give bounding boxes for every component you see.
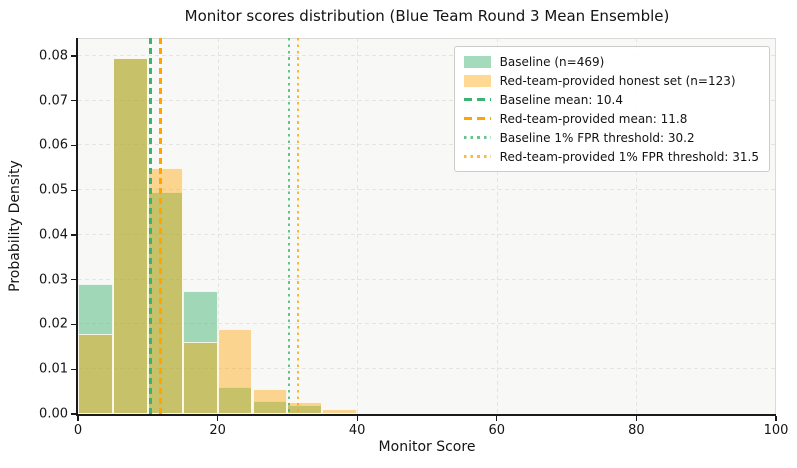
x-tick-label: 0	[73, 423, 83, 438]
gridline-vertical	[496, 38, 498, 414]
gridline-vertical	[357, 38, 359, 414]
chart-title: Monitor scores distribution (Blue Team R…	[184, 7, 670, 25]
x-tick-mark	[635, 416, 638, 421]
y-tick-mark	[71, 55, 76, 57]
y-axis-spine	[76, 38, 78, 416]
top-spine	[78, 38, 776, 39]
legend: Baseline (n=469) Red-team-provided honest…	[453, 46, 770, 172]
legend-entry: Red-team-provided mean: 11.8	[463, 111, 759, 126]
y-tick-mark	[71, 413, 76, 415]
gridline-vertical	[636, 38, 638, 414]
threshold-line	[287, 38, 291, 414]
legend-entry: Red-team-provided 1% FPR threshold: 31.5	[463, 149, 759, 164]
x-tick-mark	[496, 416, 498, 421]
x-tick-label: 40	[348, 423, 366, 438]
y-tick-mark	[71, 234, 76, 236]
y-tick-mark	[71, 189, 76, 191]
x-tick-mark	[216, 416, 219, 421]
legend-label: Baseline (n=469)	[499, 54, 605, 69]
x-tick-mark	[77, 416, 79, 421]
right-spine	[775, 38, 776, 414]
histogram-bar	[78, 334, 113, 414]
y-axis-label: Probability Density	[7, 160, 23, 292]
gridline-horizontal	[78, 278, 776, 280]
legend-dashed-line	[463, 98, 491, 101]
y-tick-label: 0.02	[39, 316, 68, 332]
y-tick-mark	[71, 99, 76, 102]
legend-entry: Baseline 1% FPR threshold: 30.2	[463, 130, 759, 145]
legend-swatch	[463, 55, 491, 68]
y-tick-label: 0.08	[39, 48, 68, 64]
x-tick-mark	[775, 416, 777, 421]
y-tick-label: 0.03	[39, 272, 68, 288]
histogram-bar	[112, 58, 148, 414]
y-tick-mark	[71, 144, 76, 147]
histogram-bar	[252, 389, 288, 414]
legend-label: Baseline mean: 10.4	[499, 92, 623, 107]
gridline-horizontal	[78, 144, 776, 146]
plot-area: 0 20 40 60 80 100 0.00 0.01 0.02 0.03 0.04 0.05 0.06…	[39, 38, 788, 438]
legend-dotted-line	[463, 136, 491, 139]
legend-entry: Red-team-provided honest set (n=123)	[463, 73, 759, 88]
x-axis-label: Monitor Score	[378, 439, 476, 455]
y-tick-mark	[71, 323, 76, 326]
x-axis-spine	[76, 414, 776, 416]
histogram-bar	[217, 328, 253, 414]
gridline-horizontal	[78, 233, 776, 235]
gridline-horizontal	[78, 368, 776, 370]
legend-label: Red-team-provided honest set (n=123)	[499, 73, 736, 88]
y-tick-label: 0.04	[39, 227, 68, 243]
mean-line	[149, 38, 152, 414]
gridline-horizontal	[78, 189, 776, 191]
y-tick-label: 0.05	[39, 182, 68, 198]
legend-dashed-line	[463, 117, 491, 120]
gridline-horizontal	[78, 99, 776, 101]
legend-label: Red-team-provided 1% FPR threshold: 31.5	[499, 149, 759, 164]
x-tick-label: 80	[628, 423, 645, 438]
gridline-horizontal	[78, 323, 776, 325]
histogram-bar	[78, 284, 113, 414]
legend-label: Baseline 1% FPR threshold: 30.2	[499, 130, 695, 145]
legend-dotted-line	[463, 155, 491, 158]
gridline-vertical	[217, 38, 219, 414]
histogram-bar	[287, 401, 323, 414]
x-tick-label: 100	[763, 423, 789, 438]
legend-label: Red-team-provided mean: 11.8	[499, 111, 688, 126]
legend-swatch	[463, 74, 491, 87]
histogram-bar	[147, 191, 183, 414]
x-tick-label: 20	[209, 423, 226, 438]
gridline-horizontal	[78, 54, 776, 56]
mean-line	[159, 38, 162, 414]
legend-entry: Baseline mean: 10.4	[463, 92, 759, 107]
threshold-line	[296, 38, 300, 414]
y-tick-label: 0.01	[39, 361, 68, 377]
y-tick-label: 0.07	[39, 93, 68, 109]
y-tick-label: 0.00	[39, 406, 68, 422]
histogram-bar	[182, 342, 218, 414]
legend-entry: Baseline (n=469)	[463, 54, 759, 69]
histogram-bar	[147, 167, 183, 414]
y-tick-label: 0.06	[39, 137, 68, 153]
x-tick-label: 60	[488, 423, 506, 438]
x-tick-mark	[356, 416, 358, 421]
y-tick-mark	[71, 368, 76, 370]
y-tick-mark	[71, 279, 76, 281]
histogram-bar	[322, 408, 358, 414]
